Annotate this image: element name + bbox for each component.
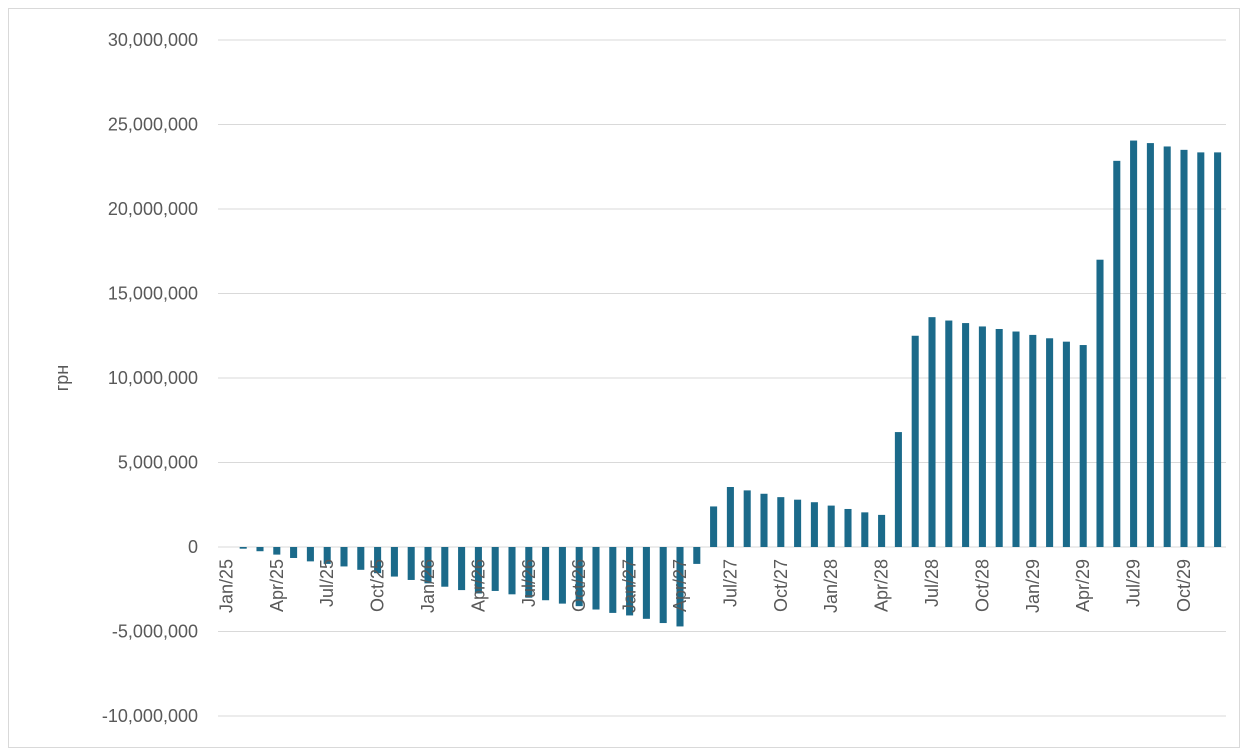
bar-Jun-25 [306, 547, 314, 562]
bars [239, 140, 1222, 627]
bar-Jun-28 [911, 335, 919, 547]
bar-Aug-27 [743, 490, 751, 547]
bar-Aug-29 [1146, 143, 1154, 547]
bar-Dec-27 [810, 502, 818, 547]
bar-May-29 [1096, 259, 1104, 547]
bar-Aug-28 [945, 320, 953, 547]
x-tick-label: Oct/29 [1174, 559, 1194, 612]
bar-Jun-29 [1113, 160, 1121, 547]
bar-Sep-25 [357, 547, 365, 570]
bar-Feb-26 [441, 547, 449, 587]
y-tick-label: 0 [188, 537, 198, 557]
bar-Dec-26 [609, 547, 617, 613]
bar-Mar-26 [458, 547, 466, 591]
y-tick-label: 30,000,000 [108, 30, 198, 50]
bar-Apr-27 [676, 547, 684, 627]
x-axis-tick-labels: Jan/25 Apr/25 Jul/25 Oct/25 Jan/26 Apr/26 Jul/… [216, 559, 1194, 613]
bar-Mar-25 [256, 547, 264, 552]
x-tick-label: Jan/29 [1023, 559, 1043, 613]
bar-Mar-27 [659, 547, 667, 624]
x-tick-label: Jan/25 [216, 559, 236, 613]
bar-Apr-28 [878, 514, 886, 547]
x-tick-label: Apr/29 [1073, 559, 1093, 612]
bar-Jan-28 [827, 505, 835, 547]
bar-Sep-29 [1163, 146, 1171, 547]
bar-Mar-29 [1062, 341, 1070, 547]
bar-Sep-26 [558, 547, 566, 604]
bar-Jul-25 [323, 547, 331, 564]
bar-Feb-27 [642, 547, 650, 619]
x-tick-label: Jan/27 [620, 559, 640, 613]
bar-Jan-27 [626, 547, 634, 616]
x-tick-label: Jul/28 [922, 559, 942, 607]
bar-Feb-25 [239, 547, 247, 549]
bar-Oct-26 [575, 547, 583, 607]
bar-Nov-26 [592, 547, 600, 610]
bar-Sep-28 [962, 323, 970, 547]
bar-Oct-29 [1180, 149, 1188, 547]
bar-Jan-26 [424, 547, 432, 584]
bar-Dec-28 [1012, 331, 1020, 547]
bar-Jan-29 [1029, 334, 1037, 547]
bar-Feb-29 [1046, 338, 1054, 547]
bar-Nov-28 [995, 328, 1003, 547]
y-tick-label: 25,000,000 [108, 115, 198, 135]
bar-Nov-27 [794, 499, 802, 547]
bar-Jul-29 [1130, 140, 1138, 547]
x-tick-label: Oct/26 [569, 559, 589, 612]
x-tick-label: Jul/29 [1124, 559, 1144, 607]
bar-May-28 [894, 432, 902, 547]
bar-Oct-27 [777, 497, 785, 547]
bar-Feb-28 [844, 508, 852, 547]
bar-Jul-26 [525, 547, 533, 598]
bar-May-27 [693, 547, 701, 564]
x-tick-label: Oct/25 [368, 559, 388, 612]
bar-Sep-27 [760, 493, 768, 547]
x-tick-label: Oct/28 [972, 559, 992, 612]
bar-Jun-26 [508, 547, 516, 595]
x-tick-label: Apr/28 [872, 559, 892, 612]
y-tick-label: 10,000,000 [108, 368, 198, 388]
bar-Aug-25 [340, 547, 348, 567]
bar-May-25 [290, 547, 298, 558]
bar-Apr-29 [1079, 345, 1087, 547]
y-tick-label: 15,000,000 [108, 284, 198, 304]
bar-May-26 [491, 547, 499, 591]
x-tick-label: Apr/25 [267, 559, 287, 612]
x-tick-label: Jul/25 [317, 559, 337, 607]
y-tick-label: -10,000,000 [102, 706, 198, 726]
x-tick-label: Jan/26 [418, 559, 438, 613]
bar-Dec-29 [1214, 152, 1222, 547]
bar-Nov-29 [1197, 152, 1205, 547]
x-tick-label: Oct/27 [771, 559, 791, 612]
bar-Mar-28 [861, 512, 869, 547]
bar-Jun-27 [710, 506, 718, 547]
bar-Apr-25 [273, 547, 281, 555]
bar-Jul-27 [726, 487, 734, 547]
y-tick-label: 20,000,000 [108, 199, 198, 219]
x-tick-label: Jul/27 [720, 559, 740, 607]
bar-Nov-25 [390, 547, 398, 577]
bar-Apr-26 [474, 547, 482, 594]
y-tick-label: 5,000,000 [118, 453, 198, 473]
bar-Dec-25 [407, 547, 415, 580]
bar-Jul-28 [928, 317, 936, 547]
x-tick-label: Apr/26 [468, 559, 488, 612]
bar-Aug-26 [542, 547, 550, 601]
bar-Oct-25 [374, 547, 382, 574]
y-axis-label: грн [52, 365, 72, 392]
y-axis-tick-labels: 30,000,000 25,000,000 20,000,000 15,000,000… [102, 30, 198, 726]
x-tick-label: Jan/28 [821, 559, 841, 613]
x-tick-label: Jul/26 [519, 559, 539, 607]
x-tick-label: Apr/27 [670, 559, 690, 612]
gridlines [218, 39, 1226, 717]
bar-Oct-28 [978, 326, 986, 547]
y-tick-label: -5,000,000 [112, 622, 198, 642]
